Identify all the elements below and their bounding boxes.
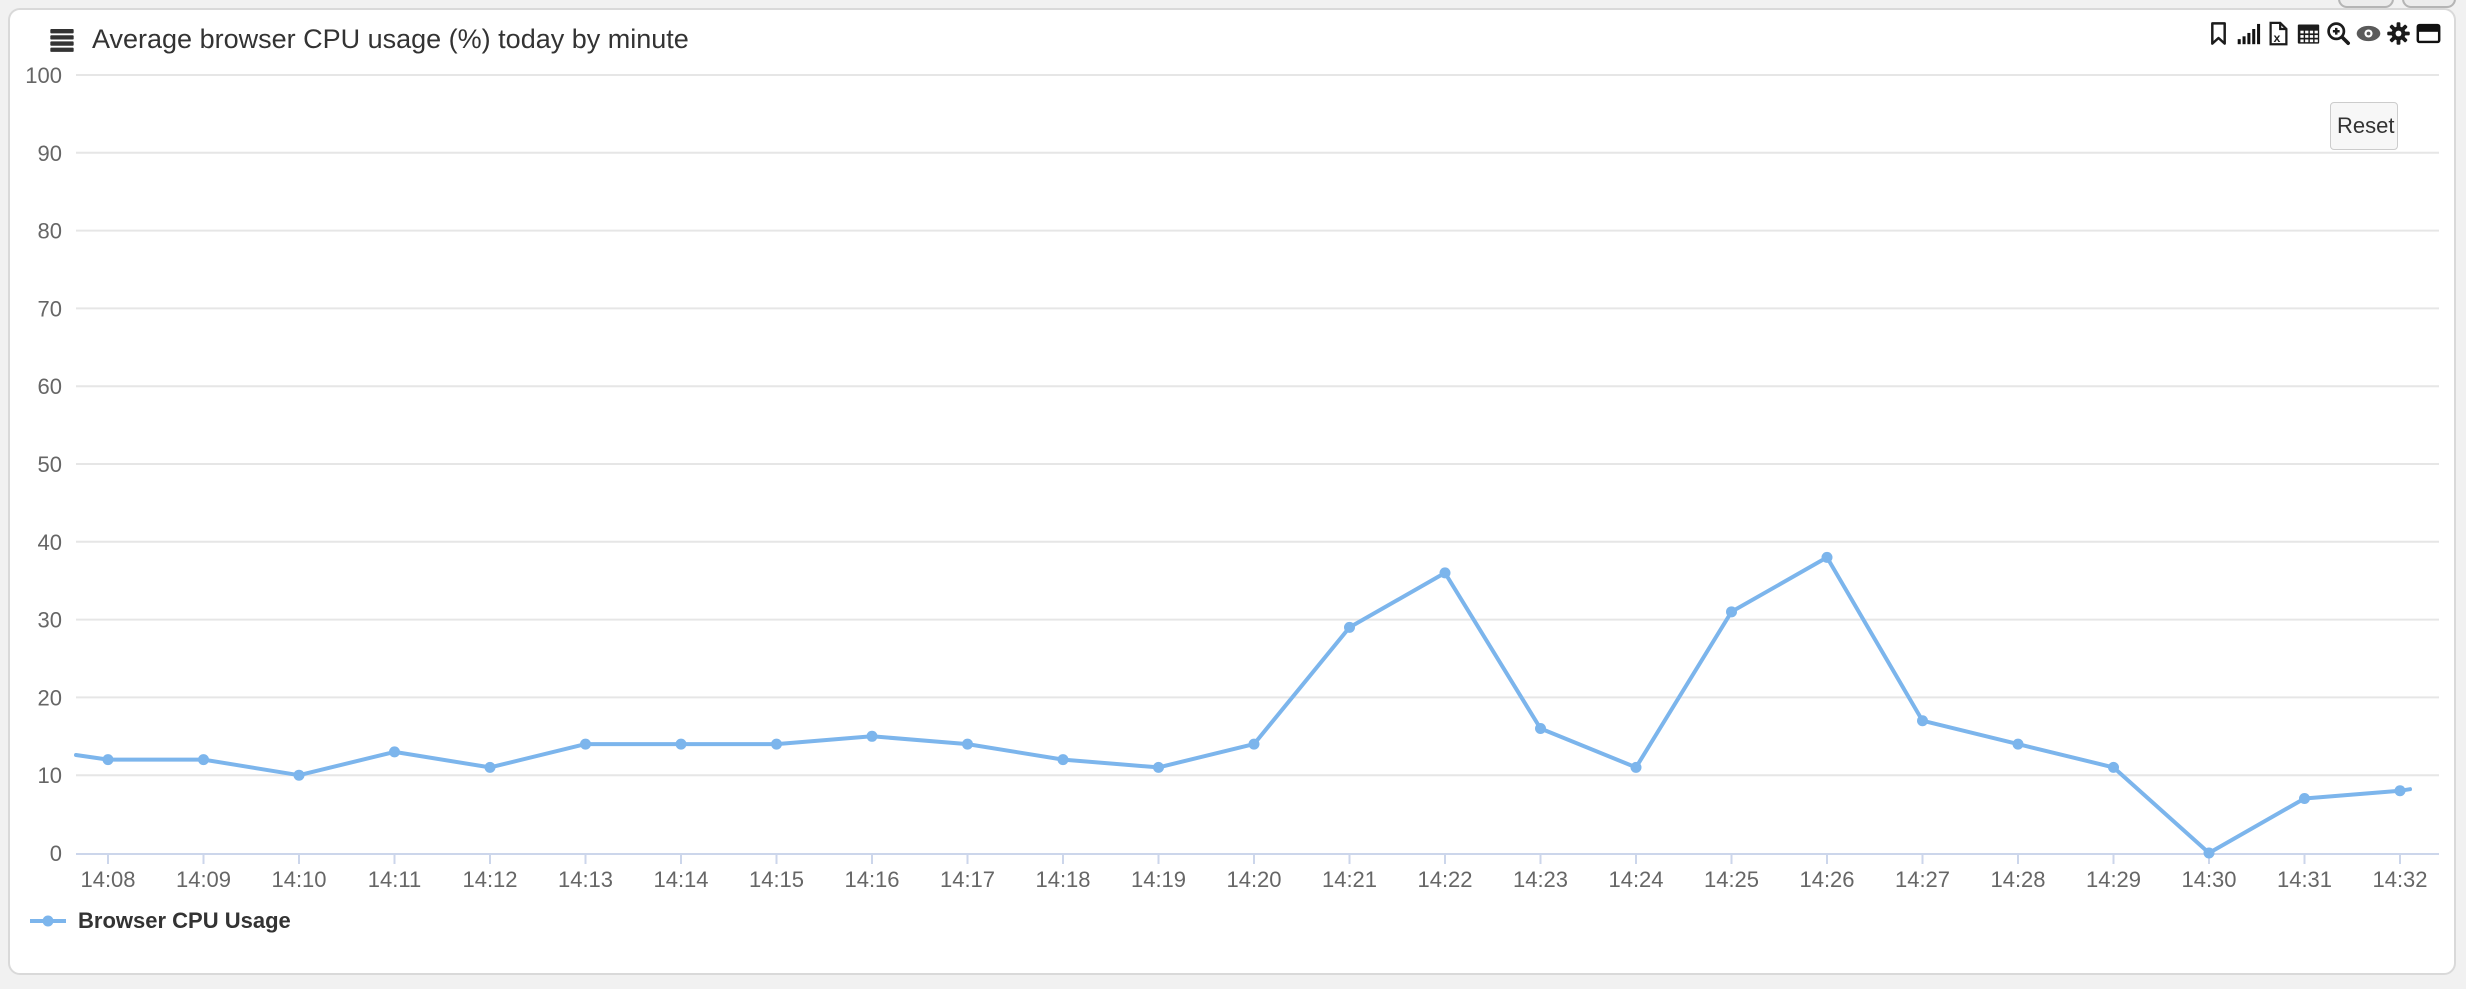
list-icon	[50, 28, 74, 52]
series-point	[1821, 551, 1833, 563]
x-axis-label: 14:10	[271, 867, 326, 892]
y-axis-label: 0	[50, 841, 62, 866]
x-axis-label: 14:26	[1799, 867, 1854, 892]
legend-line-marker-icon	[30, 915, 66, 927]
x-axis-label: 14:29	[2086, 867, 2141, 892]
x-axis-label: 14:32	[2372, 867, 2427, 892]
x-axis-label: 14:25	[1704, 867, 1759, 892]
reset-zoom-button[interactable]: Reset	[2330, 102, 2398, 150]
y-axis-label: 10	[38, 763, 62, 788]
series-point	[1630, 761, 1642, 773]
chart-panel: 0 10 20 30 40 50 60 70 80 90 100 14:08 14:09 14:10 14:…	[8, 8, 2456, 975]
legend-item-browser-cpu-usage[interactable]: Browser CPU Usage	[28, 908, 291, 934]
x-axis-label: 14:16	[844, 867, 899, 892]
series-point	[2203, 847, 2215, 859]
series-point	[2108, 761, 2119, 773]
x-axis-label: 14:20	[1226, 867, 1281, 892]
y-axis-label: 30	[38, 608, 62, 633]
series-point	[198, 754, 209, 766]
x-axis-label: 14:27	[1895, 867, 1950, 892]
series-point	[102, 754, 114, 766]
series-point	[1153, 761, 1164, 773]
series-point	[2012, 738, 2024, 750]
x-axis-label: 14:31	[2277, 867, 2332, 892]
legend-label: Browser CPU Usage	[78, 908, 291, 933]
y-axis-label: 40	[38, 530, 62, 555]
y-axis-label: 80	[38, 219, 62, 244]
x-axis-label: 14:19	[1131, 867, 1186, 892]
series-point	[389, 746, 400, 758]
series-point	[293, 769, 305, 781]
x-axis-label: 14:13	[558, 867, 613, 892]
x-axis-label: 14:15	[749, 867, 804, 892]
series-point	[771, 738, 782, 750]
panel-title: Average browser CPU usage (%) today by m…	[92, 24, 689, 54]
top-cropped-button-2[interactable]	[2402, 0, 2456, 8]
series-point	[962, 738, 973, 750]
y-axis-label: 50	[38, 452, 62, 477]
series-point	[580, 738, 591, 750]
panel-toolbar: x	[2205, 20, 2442, 47]
y-axis-label: 60	[38, 374, 62, 399]
export-file-icon[interactable]: x	[2265, 20, 2292, 47]
gear-icon[interactable]	[2385, 20, 2412, 47]
series-point	[1535, 723, 1546, 735]
bar-chart-icon[interactable]	[2235, 20, 2262, 47]
y-axis-label: 20	[38, 685, 62, 710]
series-point	[1248, 738, 1260, 750]
x-axis-label: 14:09	[176, 867, 231, 892]
series-line-browser-cpu-usage	[74, 555, 2412, 855]
series-point	[1439, 567, 1451, 579]
y-axis-label: 70	[38, 296, 62, 321]
x-axis-label: 14:17	[940, 867, 995, 892]
zoom-in-icon[interactable]	[2325, 20, 2352, 47]
panel-header: Average browser CPU usage (%) today by m…	[48, 24, 689, 55]
x-axis-label: 14:24	[1608, 867, 1663, 892]
series-point	[866, 730, 878, 742]
x-axis-label: 14:14	[653, 867, 708, 892]
bookmark-icon[interactable]	[2205, 20, 2232, 47]
series-point	[1726, 606, 1737, 618]
y-axis-label: 100	[25, 63, 62, 88]
x-axis-label: 14:21	[1322, 867, 1377, 892]
series-point	[2299, 793, 2310, 805]
x-axis-label: 14:28	[1990, 867, 2045, 892]
x-axis-label: 14:12	[462, 867, 517, 892]
x-axis-label: 14:11	[368, 867, 421, 892]
series-point	[2394, 785, 2406, 797]
top-cropped-button-1[interactable]	[2338, 0, 2394, 8]
series-point	[1057, 754, 1069, 766]
series-point	[675, 738, 687, 750]
series-point	[484, 761, 496, 773]
series-point	[1344, 621, 1355, 633]
calendar-icon[interactable]	[2295, 20, 2322, 47]
chart-plot-area[interactable]: 0 10 20 30 40 50 60 70 80 90 100 14:08 14:09 14:10 14:…	[10, 10, 2458, 977]
x-axis-label: 14:30	[2181, 867, 2236, 892]
eye-icon[interactable]	[2355, 20, 2382, 47]
x-axis-label: 14:22	[1417, 867, 1472, 892]
x-axis-label: 14:18	[1035, 867, 1090, 892]
series-point	[1917, 715, 1928, 727]
svg-text:x: x	[2273, 31, 2280, 45]
window-icon[interactable]	[2415, 20, 2442, 47]
legend: Browser CPU Usage	[28, 908, 291, 934]
x-axis-label: 14:23	[1513, 867, 1568, 892]
x-axis-label: 14:08	[80, 867, 135, 892]
y-axis-label: 90	[38, 141, 62, 166]
